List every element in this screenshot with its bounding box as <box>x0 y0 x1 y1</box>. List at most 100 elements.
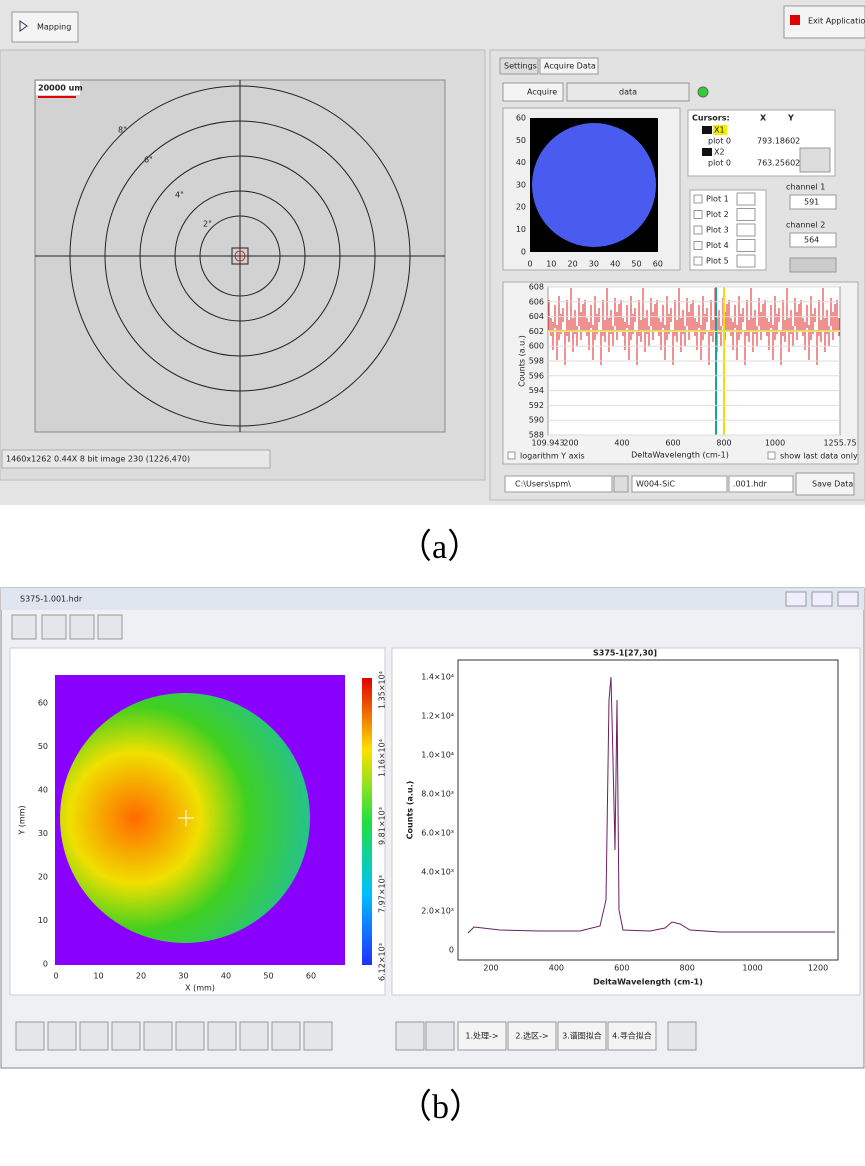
ring-label: 4" <box>175 191 184 200</box>
table-cell: plot 0 <box>708 159 731 168</box>
checkbox[interactable] <box>507 451 516 460</box>
checkbox[interactable] <box>693 210 703 219</box>
y-tick-label: 10 <box>38 916 48 925</box>
checkbox-label: show last data only <box>780 452 858 461</box>
x-tick-label: 30 <box>589 260 599 269</box>
exit-label: Exit Application <box>808 17 865 26</box>
window-title: S375-1.001.hdr <box>20 595 83 604</box>
plot-label: Plot 2 <box>706 210 729 219</box>
y-tick-label: 594 <box>529 386 544 395</box>
step-label: 1.处理-> <box>465 1031 498 1041</box>
y-tick-label: 600 <box>529 342 544 351</box>
y-tick-label: 8.0×10³ <box>421 790 454 799</box>
table-cell: 602 <box>785 159 800 168</box>
step-button[interactable] <box>557 1021 607 1051</box>
x-tick-label: 1000 <box>765 439 785 448</box>
save-label: Save Data <box>812 480 853 489</box>
path-text: C:\Users\spm\ <box>515 480 571 489</box>
tab-label: Acquire Data <box>544 62 596 71</box>
y-tick-label: 0 <box>449 946 454 955</box>
cursor-swatch <box>702 126 712 134</box>
extension-text: .001.hdr <box>733 480 768 489</box>
x-tick-label: 50 <box>263 972 273 981</box>
play-icon <box>19 20 28 32</box>
plot-style[interactable] <box>736 192 756 206</box>
cursor-tools[interactable] <box>789 257 837 273</box>
y-tick-label: 0 <box>521 247 526 256</box>
plot-style[interactable] <box>736 208 756 221</box>
plot-label: Plot 1 <box>706 195 729 204</box>
channel-input[interactable] <box>789 232 837 248</box>
scale-label: 20000 um <box>38 84 83 93</box>
step-button[interactable] <box>457 1021 507 1051</box>
window-control[interactable] <box>837 591 859 607</box>
ring-label: 8" <box>118 126 127 135</box>
checkbox[interactable] <box>693 194 703 204</box>
path-input[interactable] <box>504 475 613 493</box>
plot-label: Plot 3 <box>706 226 729 235</box>
step-label: 2.选区-> <box>515 1031 548 1041</box>
channel-input[interactable] <box>789 194 837 210</box>
step-button[interactable] <box>607 1021 657 1051</box>
spectrum-plot <box>457 659 839 961</box>
x-tick-label: 20 <box>136 972 146 981</box>
filename-input[interactable] <box>631 475 728 493</box>
y-tick-label: 10 <box>516 225 526 234</box>
y-tick-label: 6.0×10³ <box>421 829 454 838</box>
x-tick-label: 800 <box>680 964 695 973</box>
plot-style[interactable] <box>736 239 756 252</box>
x-axis-label: X (mm) <box>185 984 215 993</box>
browse-button[interactable] <box>613 475 629 493</box>
channel-value: 591 <box>804 198 819 207</box>
data-dropdown[interactable] <box>566 82 690 102</box>
checkbox[interactable] <box>767 451 776 460</box>
tab[interactable] <box>539 57 599 75</box>
y-tick-label: 2.0×10³ <box>421 907 454 916</box>
checkbox[interactable] <box>693 256 703 266</box>
mapping-label: Mapping <box>37 23 71 32</box>
title-bar <box>1 588 864 610</box>
tab[interactable] <box>499 57 539 75</box>
scale-box <box>36 81 80 95</box>
table-cell: 793.18 <box>757 137 785 146</box>
y-tick-label: 596 <box>529 371 544 380</box>
x-tick-label: 800 <box>716 439 731 448</box>
checkbox-label: logarithm Y axis <box>520 452 585 461</box>
step-button[interactable] <box>507 1021 557 1051</box>
checkbox[interactable] <box>693 241 703 250</box>
spectrum-title: S375-1[27,30] <box>593 649 657 658</box>
table-cell: plot 0 <box>708 137 731 146</box>
x-tick-label: 1000 <box>742 964 762 973</box>
y-tick-label: 1.4×10⁴ <box>421 673 454 682</box>
toolbar <box>11 614 697 1051</box>
crosshair <box>178 810 194 826</box>
table-header: Y <box>787 114 794 123</box>
cursor-move-button[interactable] <box>799 147 831 173</box>
status-text: 1460x1262 0.44X 8 bit image 230 (1226,47… <box>6 455 190 464</box>
mapping-button[interactable] <box>11 11 79 43</box>
table-cell: X1 <box>714 126 725 135</box>
dropdown-value: data <box>619 88 637 97</box>
x-tick-label: 60 <box>653 260 663 269</box>
acquire-button[interactable] <box>502 82 564 102</box>
caption: （b） <box>398 1088 483 1126</box>
channel-value: 564 <box>804 236 819 245</box>
x-tick-label: 40 <box>221 972 231 981</box>
plot-label: Plot 5 <box>706 257 729 266</box>
channel-label: channel 2 <box>786 221 825 230</box>
y-tick-label: 20 <box>38 873 48 882</box>
checkbox[interactable] <box>693 225 703 235</box>
window-control[interactable] <box>811 591 833 607</box>
x-tick-label: 10 <box>93 972 103 981</box>
save-button[interactable] <box>795 472 855 496</box>
plot-style[interactable] <box>736 254 756 268</box>
y-tick-label: 602 <box>529 327 544 336</box>
plot-style[interactable] <box>736 223 756 237</box>
step-label: 3.谱图拟合 <box>562 1031 602 1041</box>
window-control[interactable] <box>785 591 807 607</box>
x-tick-label: 20 <box>568 260 578 269</box>
y-tick-label: 40 <box>516 158 526 167</box>
table-header: Cursors: <box>692 114 730 123</box>
extension-input[interactable] <box>728 475 794 493</box>
y-tick-label: 50 <box>516 136 526 145</box>
